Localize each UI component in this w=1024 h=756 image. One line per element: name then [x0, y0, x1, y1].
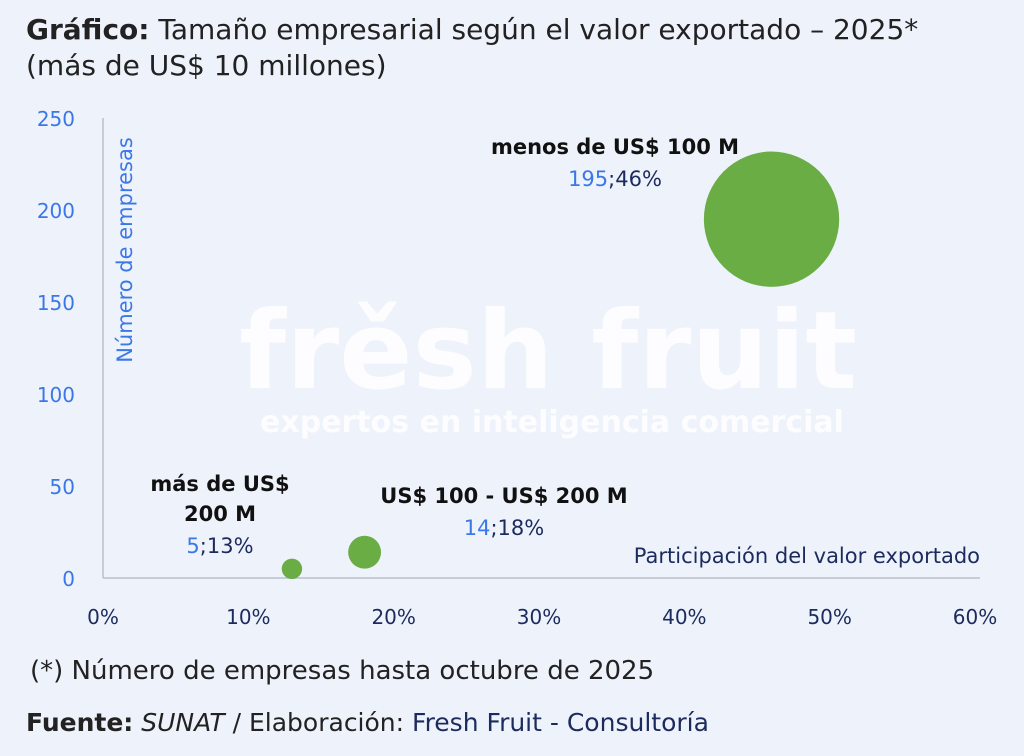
y-tick-label: 100	[37, 383, 75, 407]
y-tick-label: 0	[62, 567, 75, 591]
data-bubble	[281, 558, 303, 579]
source-line: Fuente: SUNAT / Elaboración: Fresh Fruit…	[26, 708, 709, 737]
data-label-category: 200 M	[184, 502, 256, 526]
data-label-category: US$ 100 - US$ 200 M	[380, 484, 627, 508]
data-bubble	[703, 151, 840, 287]
title-prefix: Gráfico:	[26, 13, 150, 46]
footnote: (*) Número de empresas hasta octubre de …	[30, 656, 655, 686]
x-tick-label: 60%	[953, 605, 997, 629]
source-name: SUNAT	[133, 708, 225, 737]
y-tick-label: 150	[37, 291, 75, 315]
x-axis-title: Participación del valor exportado	[634, 544, 980, 568]
x-tick-label: 10%	[226, 605, 270, 629]
x-tick-label: 40%	[662, 605, 706, 629]
data-bubble	[348, 535, 382, 569]
source-label: Fuente:	[26, 708, 134, 737]
data-label-value: 14;18%	[464, 516, 545, 540]
y-tick-label: 200	[37, 199, 75, 223]
title-text: Tamaño empresarial según el valor export…	[149, 13, 919, 46]
data-label-value: 195;46%	[568, 167, 662, 191]
watermark-brand: frěsh fruit	[239, 289, 857, 414]
source-separator: / Elaboración:	[224, 708, 413, 737]
x-tick-label: 50%	[807, 605, 851, 629]
data-label-percent: ;46%	[608, 167, 662, 191]
chart-title: Gráfico: Tamaño empresarial según el val…	[26, 12, 1006, 84]
data-label-count: 195	[568, 167, 608, 191]
watermark-tagline: expertos en inteligencia comercial	[260, 405, 844, 440]
data-label-category: más de US$	[150, 472, 289, 496]
y-axis-title: Número de empresas	[113, 137, 137, 363]
y-tick-label: 50	[50, 475, 75, 499]
chart-subtitle: (más de US$ 10 millones)	[26, 49, 387, 82]
y-tick-label: 250	[37, 107, 75, 131]
data-label-percent: ;13%	[200, 534, 254, 558]
data-label-count: 14	[464, 516, 491, 540]
data-label-category: menos de US$ 100 M	[491, 135, 739, 159]
data-label-count: 5	[186, 534, 199, 558]
x-tick-label: 20%	[371, 605, 415, 629]
x-tick-label: 0%	[87, 605, 119, 629]
data-label-percent: ;18%	[490, 516, 544, 540]
source-brand: Fresh Fruit - Consultoría	[412, 708, 709, 737]
data-label-value: 5;13%	[186, 534, 253, 558]
x-tick-label: 30%	[517, 605, 561, 629]
